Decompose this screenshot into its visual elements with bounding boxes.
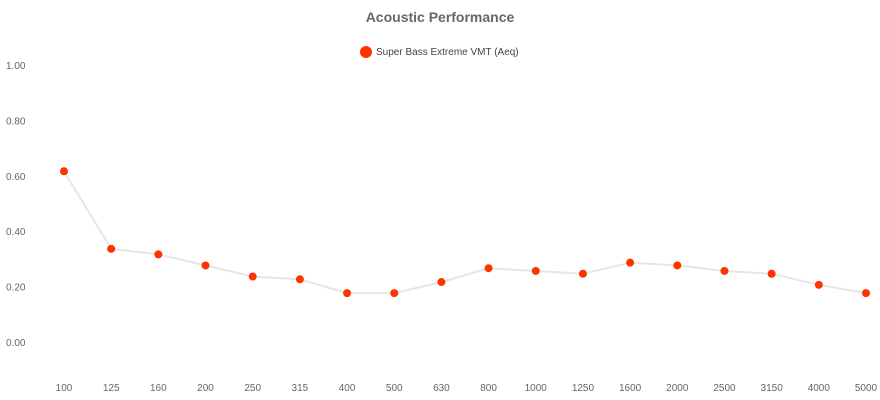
- x-tick-label: 100: [56, 383, 73, 394]
- x-tick-label: 1600: [619, 383, 642, 394]
- data-point[interactable]: [531, 266, 540, 275]
- data-point[interactable]: [767, 269, 776, 278]
- legend[interactable]: Super Bass Extreme VMT (Aeq): [360, 46, 519, 58]
- y-tick-label: 0.20: [6, 283, 26, 294]
- y-tick-label: 1.00: [6, 61, 26, 72]
- x-tick-label: 400: [339, 383, 356, 394]
- y-tick-label: 0.40: [6, 227, 26, 238]
- x-tick-label: 3150: [761, 383, 784, 394]
- data-point[interactable]: [484, 264, 493, 273]
- plot-area: [60, 167, 870, 298]
- x-tick-label: 1000: [525, 383, 548, 394]
- data-point[interactable]: [201, 261, 210, 270]
- x-tick-label: 250: [244, 383, 261, 394]
- x-tick-label: 2500: [713, 383, 736, 394]
- x-tick-label: 200: [197, 383, 214, 394]
- data-point[interactable]: [720, 266, 729, 275]
- y-axis: 0.00 0.20 0.40 0.60 0.80 1.00: [6, 61, 26, 349]
- data-point[interactable]: [295, 275, 304, 284]
- x-tick-label: 315: [292, 383, 309, 394]
- data-point[interactable]: [862, 289, 870, 298]
- data-point[interactable]: [626, 258, 635, 267]
- chart-title: Acoustic Performance: [366, 9, 515, 25]
- x-tick-label: 4000: [808, 383, 831, 394]
- series-line: [63, 170, 867, 295]
- legend-marker: [360, 46, 372, 58]
- x-tick-label: 630: [433, 383, 450, 394]
- x-tick-label: 2000: [666, 383, 689, 394]
- data-point[interactable]: [673, 261, 682, 270]
- data-point[interactable]: [248, 272, 257, 281]
- x-tick-label: 5000: [855, 383, 878, 394]
- x-tick-label: 1250: [572, 383, 595, 394]
- data-point[interactable]: [578, 269, 587, 278]
- data-point[interactable]: [390, 289, 399, 298]
- x-tick-label: 800: [480, 383, 497, 394]
- data-point[interactable]: [814, 280, 823, 289]
- data-point[interactable]: [437, 278, 446, 287]
- data-point[interactable]: [107, 244, 116, 253]
- y-tick-label: 0.00: [6, 338, 26, 349]
- y-tick-label: 0.80: [6, 116, 26, 127]
- data-point[interactable]: [343, 289, 352, 298]
- data-point[interactable]: [154, 250, 163, 259]
- x-tick-label: 125: [103, 383, 120, 394]
- data-point[interactable]: [60, 167, 68, 176]
- y-tick-label: 0.60: [6, 172, 26, 183]
- x-tick-label: 160: [150, 383, 167, 394]
- legend-label: Super Bass Extreme VMT (Aeq): [376, 47, 519, 58]
- x-tick-label: 500: [386, 383, 403, 394]
- x-axis: 100 125 160 200 250 315 400 500 630 800 1000 1250 16…: [56, 383, 878, 394]
